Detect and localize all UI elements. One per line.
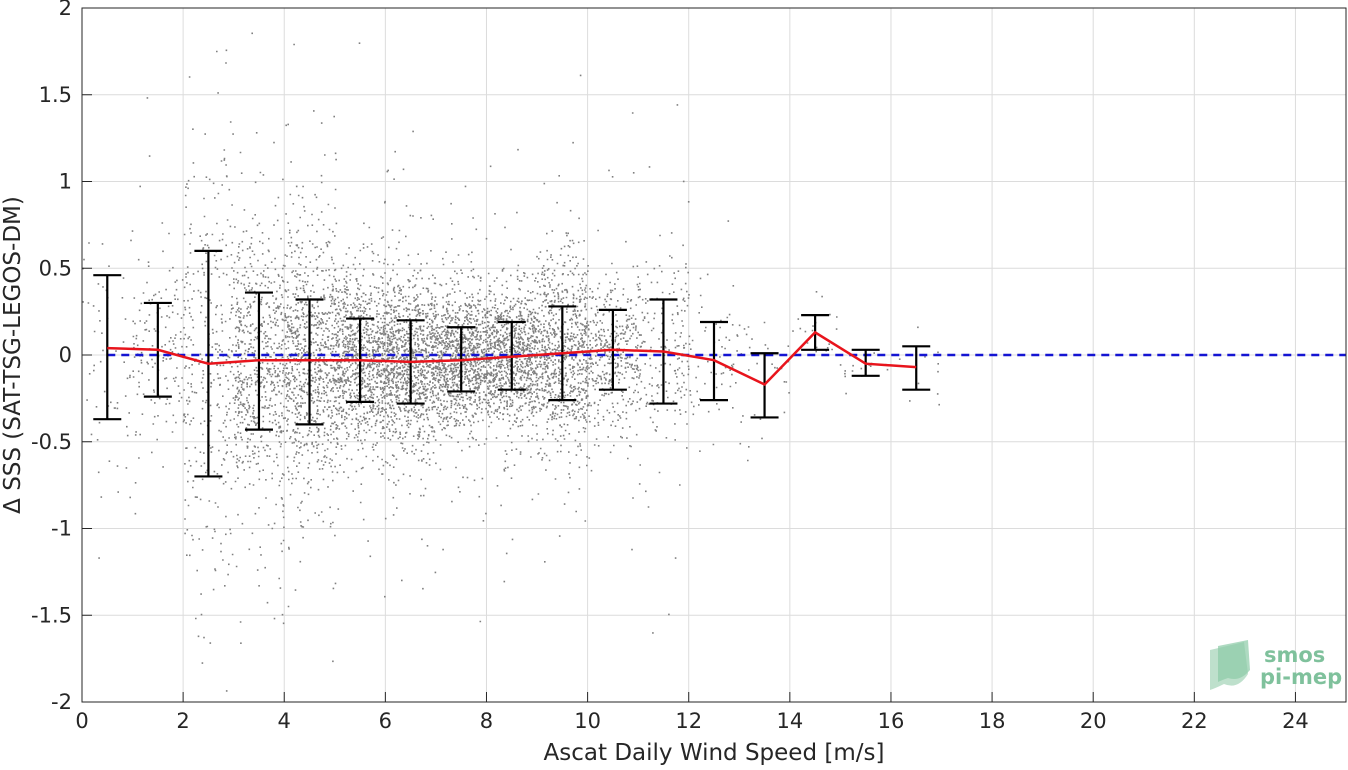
x-tick-label-11: 22 [1181, 709, 1208, 733]
y-tick-label-4: 0 [59, 343, 72, 367]
x-tick-label-7: 14 [776, 709, 803, 733]
logo-line2: pi-mep [1260, 665, 1342, 689]
y-tick-label-0: 2 [59, 0, 72, 20]
y-tick-label-6: -1 [51, 517, 72, 541]
mean-line-group [107, 330, 917, 387]
error-bar-4 [295, 298, 324, 426]
logo-wave-icon-2 [1218, 640, 1250, 682]
mean-line [107, 330, 917, 387]
x-tick-label-2: 4 [278, 709, 291, 733]
x-tick-label-3: 6 [379, 709, 392, 733]
y-tick-label-1: 1.5 [39, 83, 72, 107]
y-tick-label-8: -2 [51, 690, 72, 714]
y-tick-label-2: 1 [59, 170, 72, 194]
x-tick-label-12: 24 [1282, 709, 1309, 733]
x-ticks: 0 2 4 6 8 10 12 14 16 18 20 22 24 [75, 692, 1309, 733]
x-tick-label-10: 20 [1080, 709, 1107, 733]
y-axis-title: Δ SSS (SAT-TSG-LEGOS-DM) [0, 196, 26, 514]
x-tick-label-5: 10 [574, 709, 601, 733]
x-axis-title: Ascat Daily Wind Speed [m/s] [544, 740, 885, 766]
y-ticks: 2 1.5 1 0.5 0 -0.5 -1 -1.5 -2 [31, 0, 92, 714]
logo: smos pi-mep [1210, 640, 1342, 690]
x-tick-label-9: 18 [979, 709, 1006, 733]
y-tick-label-3: 0.5 [39, 256, 72, 280]
x-tick-label-4: 8 [480, 709, 493, 733]
y-tick-label-7: -1.5 [31, 603, 72, 627]
x-tick-label-0: 0 [75, 709, 88, 733]
x-tick-label-8: 16 [878, 709, 905, 733]
logo-line1: smos [1264, 643, 1325, 667]
y-tick-label-5: -0.5 [31, 430, 72, 454]
x-tick-label-6: 12 [675, 709, 702, 733]
x-tick-label-1: 2 [176, 709, 189, 733]
error-bar-0 [93, 274, 122, 421]
error-bar-16 [902, 345, 931, 391]
